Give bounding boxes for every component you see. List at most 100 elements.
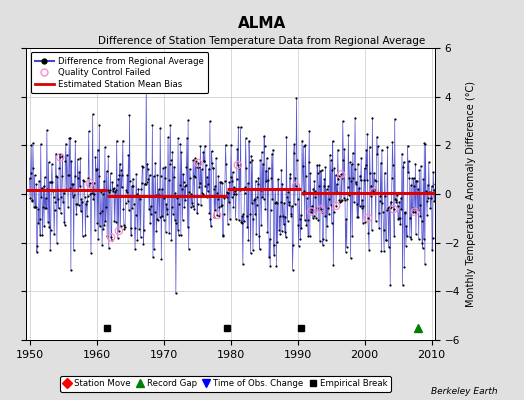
Point [417,218,425,224]
Point [177,232,185,238]
Point [386,205,394,212]
Point [428,247,436,253]
Point [357,155,365,162]
Point [431,180,440,187]
Point [221,142,230,148]
Point [248,157,257,164]
Point [420,140,429,146]
Point [246,211,254,217]
Point [122,187,130,194]
Point [108,179,116,185]
Point [287,212,296,219]
Point [376,192,385,199]
Point [97,189,105,195]
Point [432,208,440,215]
Point [353,214,362,220]
Point [159,216,168,223]
Point [356,177,365,184]
Point [50,207,59,213]
Point [262,178,270,184]
Point [421,141,430,148]
Point [187,204,195,210]
Point [338,175,346,181]
Point [163,205,171,212]
Point [202,162,210,169]
Point [54,205,63,212]
Point [115,228,123,234]
Point [275,227,283,233]
Point [38,232,47,238]
Point [358,197,366,203]
Point [349,175,357,182]
Point [283,194,291,201]
Point [250,196,258,203]
Point [337,171,345,178]
Point [224,220,232,227]
Point [185,166,194,172]
Point [104,153,113,159]
Point [208,148,216,154]
Point [415,167,423,174]
Point [103,233,112,239]
Point [292,95,301,102]
Point [174,232,183,238]
Point [263,229,271,235]
Point [60,218,68,225]
Point [56,154,64,160]
Point [354,161,362,167]
Point [203,188,212,194]
Point [194,160,202,166]
Point [214,173,223,179]
Point [377,160,385,166]
Point [178,217,187,223]
Point [308,206,316,212]
Point [56,151,64,158]
Point [319,242,327,248]
Point [281,213,289,220]
Point [342,249,350,255]
Point [34,206,42,212]
Point [225,198,233,205]
Point [339,156,347,163]
Point [286,170,294,177]
Point [132,212,140,218]
Point [369,188,377,194]
Point [73,156,82,162]
Point [113,182,122,188]
Point [316,168,325,174]
Point [80,178,88,184]
Point [41,195,50,202]
Point [130,200,138,207]
Point [86,191,95,197]
Point [247,153,255,160]
Point [328,167,336,173]
Point [40,223,48,229]
Point [66,185,74,191]
Point [48,161,56,168]
Point [304,232,312,239]
Point [382,237,390,243]
Point [92,166,100,173]
Point [386,282,395,288]
Point [165,230,173,236]
Point [258,149,266,155]
Point [218,180,226,186]
Point [195,184,203,190]
Point [85,182,93,189]
Point [428,183,436,190]
Point [268,150,276,157]
Point [107,234,115,240]
Point [247,200,256,206]
Point [333,188,342,195]
Point [223,189,232,196]
Point [236,124,245,130]
Point [368,227,376,234]
Point [305,128,313,134]
Point [278,180,287,187]
Point [46,247,54,253]
Point [388,175,396,182]
Point [317,206,325,212]
Point [231,188,239,194]
Point [31,204,40,210]
Point [145,172,154,178]
